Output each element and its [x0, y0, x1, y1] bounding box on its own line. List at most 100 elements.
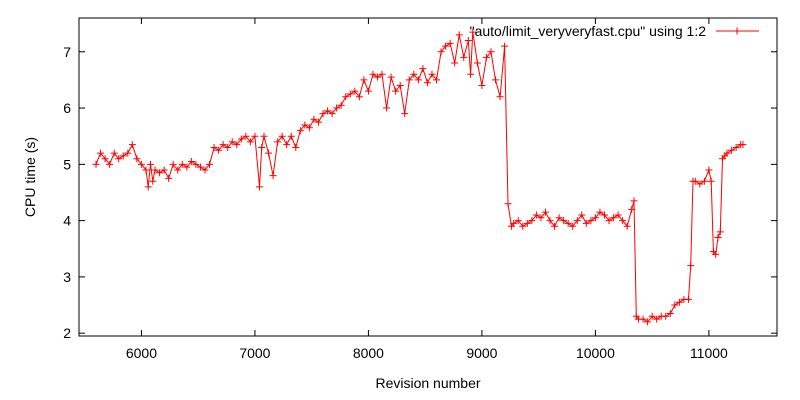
- data-point-111: [573, 217, 581, 225]
- data-point-27: [206, 160, 214, 168]
- ticks: [79, 18, 777, 336]
- series-line: [95, 32, 743, 323]
- data-point-68: [387, 73, 395, 81]
- data-point-44: [278, 132, 286, 140]
- data-point-132: [662, 312, 670, 320]
- x-tick-label-5: 11000: [690, 345, 728, 361]
- data-point-62: [360, 76, 368, 84]
- data-point-123: [628, 205, 636, 213]
- data-point-70: [396, 82, 404, 90]
- data-point-50: [305, 124, 313, 132]
- data-point-116: [596, 208, 604, 216]
- data-point-35: [242, 132, 250, 140]
- data-point-73: [410, 70, 418, 78]
- data-point-72: [405, 76, 413, 84]
- data-point-63: [364, 87, 372, 95]
- data-point-107: [555, 214, 563, 222]
- data-point-5: [115, 155, 123, 163]
- data-point-7: [124, 149, 132, 157]
- x-axis-label: Revision number: [375, 375, 480, 391]
- data-point-143: [705, 166, 713, 174]
- data-point-57: [337, 101, 345, 109]
- data-point-10: [137, 160, 145, 168]
- data-point-114: [587, 217, 595, 225]
- data-point-144: [707, 177, 715, 185]
- data-point-92: [492, 76, 500, 84]
- data-point-100: [523, 219, 531, 227]
- data-point-15: [151, 166, 159, 174]
- data-point-112: [578, 211, 586, 219]
- data-point-17: [160, 166, 168, 174]
- data-point-31: [224, 143, 232, 151]
- data-point-41: [265, 149, 273, 157]
- data-point-141: [696, 180, 704, 188]
- data-point-23: [187, 158, 195, 166]
- data-point-82: [451, 59, 459, 67]
- data-point-34: [237, 135, 245, 143]
- data-point-19: [169, 160, 177, 168]
- data-point-54: [324, 107, 332, 115]
- data-point-55: [328, 110, 336, 118]
- data-point-103: [537, 214, 545, 222]
- data-point-13: [147, 160, 155, 168]
- y-tick-label-0: 2: [63, 325, 71, 341]
- y-axis-label: CPU time (s): [22, 137, 38, 217]
- data-point-134: [671, 301, 679, 309]
- legend-marker-plus: [733, 27, 741, 35]
- data-point-106: [551, 222, 559, 230]
- data-point-33: [233, 141, 241, 149]
- data-point-16: [156, 169, 164, 177]
- data-point-122: [623, 222, 631, 230]
- data-point-39: [258, 143, 266, 151]
- data-point-14: [149, 177, 157, 185]
- data-point-137: [684, 295, 692, 303]
- data-point-104: [541, 208, 549, 216]
- data-point-135: [675, 298, 683, 306]
- data-point-108: [560, 217, 568, 225]
- data-point-60: [351, 87, 359, 95]
- data-point-138: [687, 262, 695, 270]
- data-point-56: [333, 104, 341, 112]
- data-point-45: [283, 141, 291, 149]
- data-point-118: [605, 217, 613, 225]
- data-point-84: [460, 53, 468, 61]
- data-point-142: [700, 177, 708, 185]
- data-point-113: [582, 219, 590, 227]
- data-point-117: [600, 211, 608, 219]
- data-point-85: [464, 37, 472, 45]
- data-point-61: [355, 93, 363, 101]
- data-point-95: [504, 200, 512, 208]
- series-group: [92, 28, 747, 326]
- data-point-155: [739, 141, 747, 149]
- data-point-91: [487, 48, 495, 56]
- data-point-74: [414, 76, 422, 84]
- data-point-53: [319, 110, 327, 118]
- data-point-26: [201, 166, 209, 174]
- data-point-124: [630, 197, 638, 205]
- data-point-147: [714, 234, 722, 242]
- legend-marker: [733, 27, 741, 35]
- data-point-64: [369, 70, 377, 78]
- data-point-66: [378, 70, 386, 78]
- data-point-109: [564, 219, 572, 227]
- x-tick-label-2: 8000: [353, 345, 384, 361]
- data-point-101: [528, 217, 536, 225]
- data-point-79: [437, 48, 445, 56]
- data-point-25: [196, 163, 204, 171]
- data-point-8: [128, 141, 136, 149]
- data-point-115: [591, 214, 599, 222]
- data-point-4: [110, 149, 118, 157]
- data-point-32: [228, 138, 236, 146]
- data-point-9: [133, 155, 141, 163]
- data-point-86: [467, 70, 475, 78]
- data-point-133: [666, 309, 674, 317]
- data-point-93: [496, 93, 504, 101]
- data-point-94: [501, 42, 509, 50]
- x-tick-label-1: 7000: [239, 345, 270, 361]
- data-point-153: [732, 143, 740, 151]
- data-point-71: [401, 110, 409, 118]
- data-point-152: [728, 146, 736, 154]
- y-tick-label-1: 3: [63, 269, 71, 285]
- data-point-21: [178, 160, 186, 168]
- y-tick-label-4: 6: [63, 100, 71, 116]
